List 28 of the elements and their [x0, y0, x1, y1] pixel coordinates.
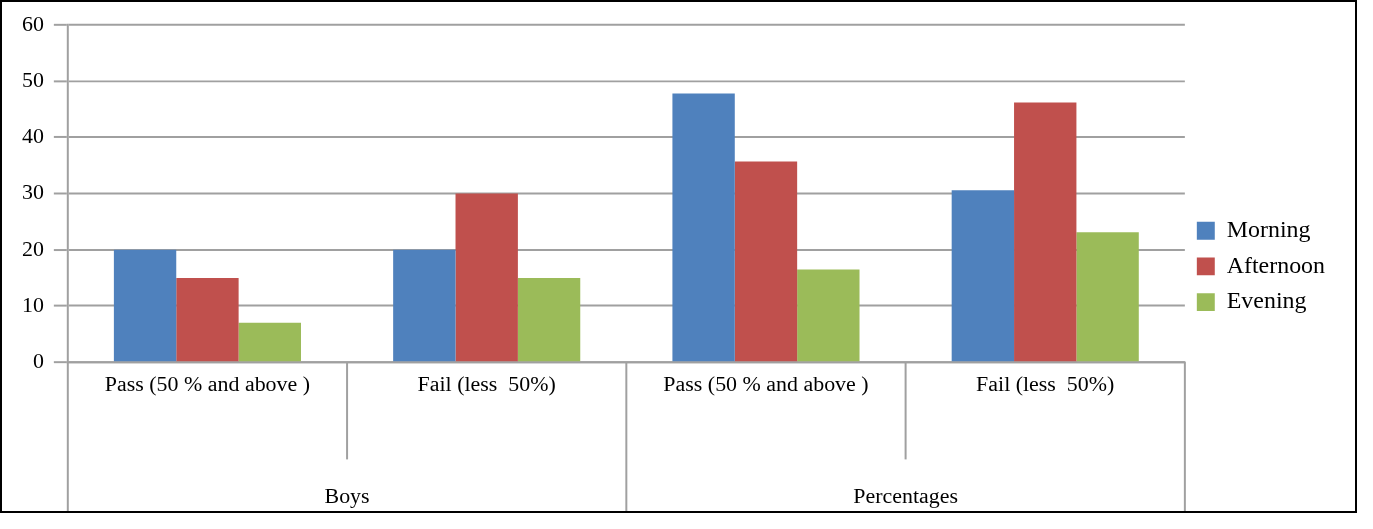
x-tick-label: Pass (50 % and above ): [104, 371, 311, 396]
bar: [113, 249, 177, 362]
text: Boys: [324, 483, 370, 508]
bar: [797, 269, 860, 362]
legend-label: Afternoon: [1226, 251, 1326, 278]
bar: [455, 193, 518, 362]
y-tick-label: 40: [21, 124, 44, 149]
bar: [176, 277, 239, 362]
bar: [1076, 232, 1139, 362]
bar: [238, 322, 301, 362]
x-tick-label: Pass (50 % and above ): [663, 371, 869, 396]
bar: [1014, 102, 1077, 362]
legend-label: Morning: [1226, 216, 1311, 242]
bar: [393, 249, 456, 362]
y-tick-label: 50: [21, 67, 44, 92]
y-tick-label: 0: [32, 348, 44, 373]
bar: [951, 190, 1015, 362]
legend-label: Evening: [1226, 287, 1307, 314]
x-tick-label: Fail (less 50%): [417, 371, 556, 396]
y-tick-label: 10: [21, 292, 44, 317]
text: Percentages: [853, 483, 958, 508]
x-tick-label: Fail (less 50%): [976, 371, 1115, 396]
y-tick-label: 60: [21, 11, 44, 36]
bar: [672, 93, 735, 362]
y-tick-label: 30: [21, 180, 44, 205]
bar: [734, 161, 798, 362]
bar: [517, 277, 581, 362]
y-tick-label: 20: [21, 236, 44, 261]
